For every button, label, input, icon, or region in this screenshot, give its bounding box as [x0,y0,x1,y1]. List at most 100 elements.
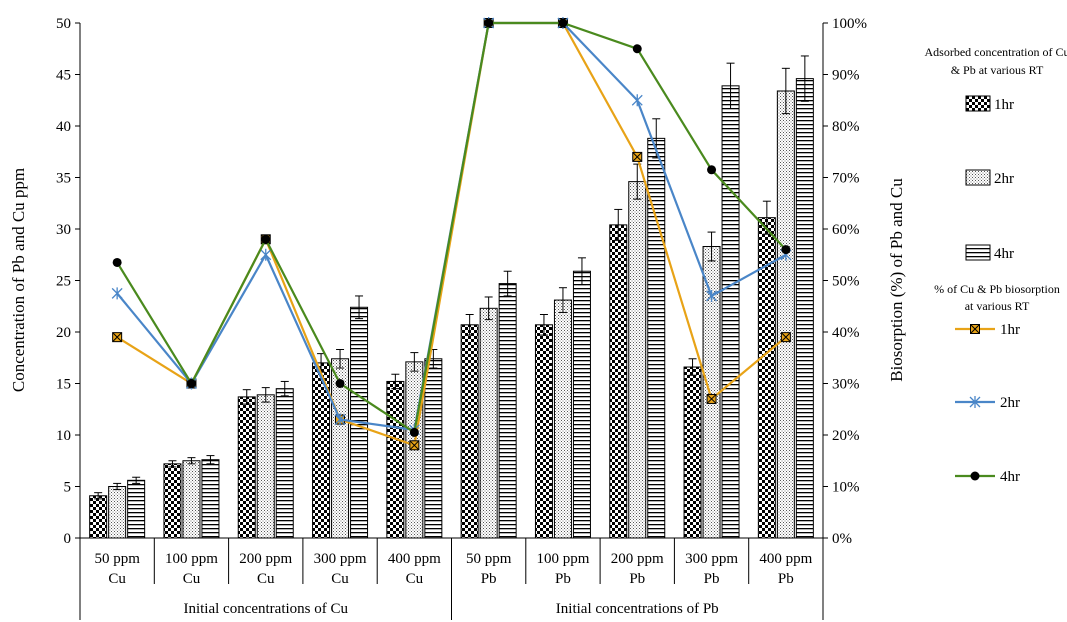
line-point-1hr [409,440,420,451]
x-tick-label: 300 ppm [685,551,738,567]
line-point-4hr [409,427,419,437]
y2-tick-label: 70% [832,171,860,187]
line-point-2hr [706,289,718,302]
bar-2hr [776,90,795,539]
line-point-2hr [260,248,272,261]
legend-label-bar-1hr: 1hr [994,97,1014,113]
line-point-1hr [780,332,791,343]
bar-2hr [182,460,201,539]
bar-1hr [237,396,256,539]
y2-tick-label: 90% [832,68,860,84]
bar-1hr [163,463,182,539]
line-point-4hr [261,234,271,244]
x-tick-label: 400 ppm [759,551,812,567]
line-point-1hr [112,332,123,343]
bar-1hr [609,224,628,539]
legend-label-line-4hr: 4hr [1000,469,1020,485]
x-tick-label: Pb [778,571,794,587]
line-legend-title-line2: at various RT [965,299,1030,313]
legend-swatch-bar-1hr [965,95,991,112]
bar-4hr [275,388,294,539]
group-label: Initial concentrations of Pb [556,601,719,617]
y-tick-label: 50 [56,16,71,32]
x-tick-label: 400 ppm [388,551,441,567]
x-tick-label: 50 ppm [94,551,140,567]
line-point-4hr [335,379,345,388]
bar-2hr [628,181,647,539]
legend: Adsorbed concentration of Cu & Pb at var… [925,45,1067,485]
y2-tick-label: 100% [832,16,867,32]
bar-4hr [127,479,146,539]
y2-tick-label: 20% [832,428,860,444]
line-point-4hr [186,379,196,388]
y-tick-label: 10 [56,428,71,444]
y2-tick-label: 40% [832,325,860,341]
bar-2hr [108,486,127,539]
bar-4hr [721,85,740,539]
legend-label-line-1hr: 1hr [1000,322,1020,338]
bar-legend-title-line2: & Pb at various RT [951,63,1044,77]
x-tick-label: 300 ppm [314,551,367,567]
line-point-4hr [558,18,568,28]
y2-tick-label: 0% [832,531,852,547]
legend-marker-2hr [969,396,981,408]
line-point-1hr [632,151,643,162]
legend-label-bar-2hr: 2hr [994,171,1014,187]
bar-legend-title-line1: Adsorbed concentration of Cu [925,45,1067,59]
legend-marker-4hr [970,471,980,481]
x-tick-label: Pb [481,571,497,587]
bar-2hr [479,307,498,539]
y2-axis-title: Biosorption (%) of Pb and Cu [887,178,906,382]
bar-1hr [386,380,405,539]
y2-tick-label: 80% [832,119,860,135]
x-tick-label: 100 ppm [165,551,218,567]
bar-series-layer [89,55,814,539]
y-tick-label: 5 [64,480,72,496]
x-tick-label: Cu [183,571,201,587]
x-tick-label: 50 ppm [466,551,512,567]
y-tick-label: 30 [56,222,71,238]
line-point-2hr [111,287,123,300]
x-tick-label: Cu [406,571,424,587]
x-tick-label: 200 ppm [239,551,292,567]
y2-tick-label: 50% [832,274,860,290]
x-tick-label: Pb [555,571,571,587]
y2-tick-label: 10% [832,480,860,496]
y2-tick-label: 60% [832,222,860,238]
x-tick-label: Cu [331,571,349,587]
legend-label-line-2hr: 2hr [1000,395,1020,411]
y-tick-label: 15 [56,377,71,393]
bar-4hr [572,270,591,539]
x-tick-label: 100 ppm [536,551,589,567]
group-label: Initial concentrations of Cu [183,601,348,617]
x-tick-label: 200 ppm [611,551,664,567]
y-tick-label: 45 [56,68,71,84]
line-point-4hr [707,165,717,175]
x-tick-label: Cu [257,571,275,587]
line-point-1hr [706,393,717,404]
line-point-2hr [631,94,643,107]
x-tick-label: Pb [629,571,645,587]
line-series-4hr [116,21,787,435]
y-axis-title: Concentration of Pb and Cu ppm [9,168,28,392]
line-point-4hr [484,18,494,28]
bar-4hr [795,78,814,539]
line-series-layer [111,17,792,451]
y-tick-label: 20 [56,325,71,341]
bar-1hr [534,324,553,539]
line-point-4hr [781,245,791,255]
legend-label-bar-4hr: 4hr [994,246,1014,262]
y-tick-label: 25 [56,274,71,290]
y-tick-label: 0 [64,531,72,547]
line-point-2hr [334,413,346,426]
axes: 0 5 10 15 20 25 30 35 40 45 50 0% 10% 20% 30% 40% 50% 60%… [56,16,867,620]
bar-2hr [553,299,572,539]
bar-2hr [256,394,275,539]
y-tick-label: 40 [56,119,71,135]
bar-4hr [424,358,443,539]
y2-tick-label: 30% [832,377,860,393]
bar-4hr [201,459,220,539]
bar-1hr [683,366,702,539]
y-tick-label: 35 [56,171,71,187]
